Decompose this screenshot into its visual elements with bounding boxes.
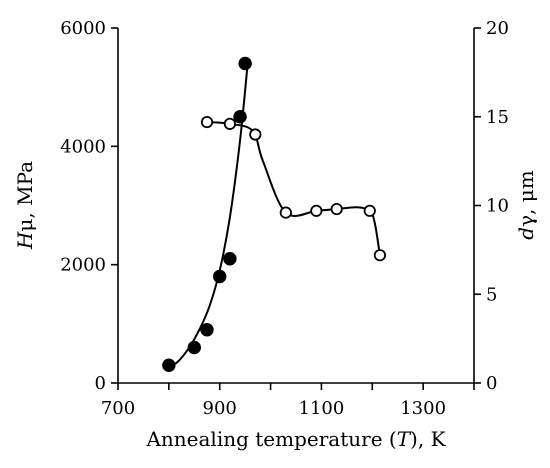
y-left-tick-label: 4000: [60, 136, 106, 157]
y-right-tick-label: 5: [486, 284, 497, 305]
axes: [117, 28, 475, 384]
left-y-axis-title: Hμ, MPa: [13, 161, 37, 250]
y-left-tick-label: 6000: [60, 18, 106, 39]
filled-point: [213, 269, 227, 284]
series-1-curve: [206, 121, 381, 256]
y-left-tick-label: 0: [95, 373, 106, 394]
ticks: [111, 27, 481, 390]
filled-point: [223, 252, 237, 266]
points: [162, 56, 387, 372]
open-point: [363, 204, 376, 217]
x-axis-title: Annealing temperature (T), K: [145, 427, 446, 451]
open-point: [223, 117, 236, 130]
filled-point: [187, 340, 201, 355]
open-point: [200, 115, 214, 129]
series-0-curve: [168, 63, 249, 370]
open-point: [330, 202, 343, 216]
x-tick-label: 700: [101, 398, 135, 419]
x-tick-label: 1100: [299, 398, 345, 419]
x-tick-label: 900: [203, 398, 237, 419]
right-y-axis-title: dγ, μm: [514, 170, 538, 239]
y-left-tick-label: 2000: [60, 255, 106, 276]
open-point: [310, 204, 323, 217]
filled-point: [162, 358, 176, 372]
x-tick-label: 1300: [400, 398, 446, 419]
y-right-tick-label: 0: [486, 373, 497, 394]
open-point: [373, 249, 387, 262]
filled-point: [238, 56, 252, 71]
y-right-tick-label: 20: [486, 18, 509, 39]
open-point: [279, 206, 292, 219]
tick-labels: 700 900 1100 1300 0 2000 4000 6000 0 5 10 15 20: [60, 18, 509, 419]
filled-point: [200, 323, 214, 337]
open-point: [249, 128, 262, 141]
curves: [168, 63, 381, 370]
y-right-tick-label: 15: [486, 107, 509, 128]
filled-point: [233, 110, 247, 124]
y-right-tick-label: 10: [486, 196, 509, 217]
